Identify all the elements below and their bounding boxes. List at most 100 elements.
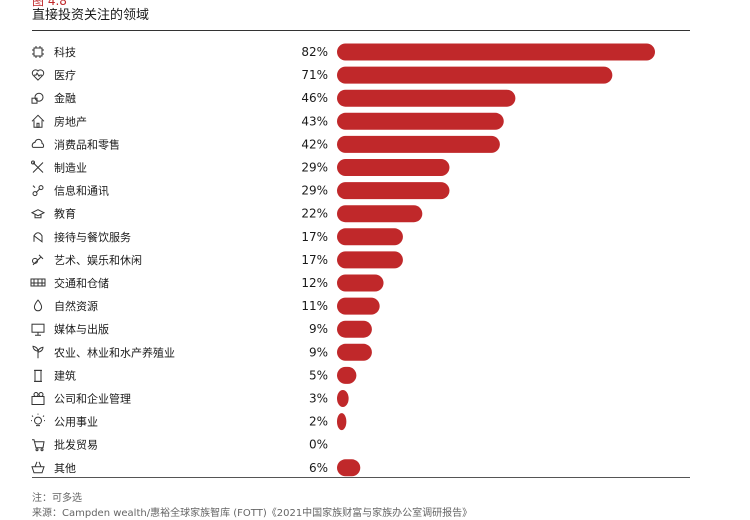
value-label: 9% — [309, 322, 328, 336]
bar — [337, 135, 500, 153]
category-label: 教育 — [54, 207, 76, 221]
bar-row: 教育 22% — [30, 205, 423, 223]
bar-row: 金融 46% — [31, 89, 516, 107]
bar — [337, 413, 347, 431]
building-column-icon — [34, 369, 42, 382]
category-label: 其他 — [54, 462, 76, 475]
cart-icon — [32, 439, 45, 452]
bar-chart: 科技 82%医疗 71%金融 46%房地产 43%消费品和零售 42%制造业 29%信息和通… — [30, 43, 655, 477]
value-label: 3% — [309, 392, 328, 406]
cloud-shopping-icon — [31, 138, 45, 148]
value-label: 9% — [309, 345, 328, 359]
bar-row: 房地产 43% — [31, 112, 504, 130]
bar — [337, 274, 384, 292]
category-label: 医疗 — [54, 68, 76, 82]
bar-row: 医疗 71% — [31, 66, 613, 84]
bar — [337, 343, 372, 361]
chart-source: 来源：Campden wealth/惠裕全球家族智库 (FOTT)《2021中国… — [32, 508, 473, 519]
tools-icon — [31, 160, 44, 173]
category-label: 消费品和零售 — [54, 137, 120, 151]
house-icon — [31, 114, 45, 128]
truck-icon — [30, 278, 46, 287]
figure-label: 图 4.8 — [32, 0, 67, 8]
bar-row: 其他 6% — [31, 459, 361, 477]
category-label: 自然资源 — [54, 299, 98, 313]
chart-note: 注：可多选 — [32, 493, 82, 504]
value-label: 0% — [309, 438, 328, 452]
bar-row: 自然资源 11% — [33, 297, 380, 315]
bar-row: 公司和企业管理 3% — [31, 390, 349, 407]
bar — [337, 251, 403, 269]
basket-icon — [31, 461, 45, 474]
bar-row: 媒体与出版 9% — [31, 320, 372, 338]
chip-icon — [32, 46, 44, 58]
top-divider — [32, 30, 690, 31]
bar-row: 接待与餐饮服务 17% — [33, 228, 403, 246]
water-drop-icon — [33, 299, 43, 312]
value-label: 46% — [301, 91, 328, 105]
lightbulb-icon — [31, 413, 45, 427]
value-label: 12% — [301, 276, 328, 290]
value-label: 5% — [309, 368, 328, 382]
bar — [337, 43, 655, 61]
category-label: 媒体与出版 — [54, 322, 109, 336]
bar — [337, 66, 613, 84]
category-label: 制造业 — [54, 161, 87, 175]
plant-icon — [32, 345, 44, 359]
bar — [337, 112, 504, 130]
monitor-icon — [31, 323, 45, 336]
bar-row: 科技 82% — [32, 43, 655, 61]
value-label: 11% — [301, 299, 328, 313]
bar — [337, 205, 423, 223]
category-label: 接待与餐饮服务 — [54, 230, 131, 244]
hand-icon — [33, 232, 43, 243]
value-label: 43% — [301, 114, 328, 128]
bar — [337, 366, 357, 384]
coins-icon — [31, 92, 44, 104]
bar — [337, 459, 361, 477]
value-label: 42% — [301, 137, 328, 151]
bottom-divider — [32, 477, 690, 478]
category-label: 公用事业 — [54, 416, 98, 429]
category-label: 公司和企业管理 — [54, 392, 131, 406]
bar — [337, 89, 516, 107]
bar-row: 公用事业 2% — [31, 413, 347, 431]
bar — [337, 390, 349, 407]
bar-row: 消费品和零售 42% — [31, 135, 500, 153]
paint-brush-icon — [32, 254, 44, 266]
category-label: 建筑 — [54, 368, 76, 382]
bar-row: 艺术、娱乐和休闲 17% — [32, 251, 403, 269]
category-label: 批发贸易 — [54, 438, 98, 452]
bar-row: 建筑 5% — [34, 366, 357, 384]
value-label: 29% — [301, 161, 328, 175]
bar — [337, 297, 380, 315]
bar-row: 制造业 29% — [31, 159, 450, 176]
bar — [337, 228, 403, 246]
office-people-icon — [31, 392, 45, 405]
value-label: 6% — [309, 461, 328, 475]
category-label: 交通和仓储 — [54, 276, 109, 290]
network-icon — [32, 185, 44, 197]
bar — [337, 182, 450, 200]
value-label: 17% — [301, 230, 328, 244]
category-label: 信息和通讯 — [54, 184, 109, 198]
bar-row: 批发贸易 0% — [32, 438, 328, 452]
category-label: 艺术、娱乐和休闲 — [54, 253, 142, 267]
value-label: 2% — [309, 415, 328, 429]
category-label: 科技 — [54, 45, 76, 59]
value-label: 22% — [301, 207, 328, 221]
bar-row: 农业、林业和水产养殖业 9% — [32, 343, 372, 361]
value-label: 29% — [301, 184, 328, 198]
bar — [337, 159, 450, 176]
value-label: 17% — [301, 253, 328, 267]
category-label: 农业、林业和水产养殖业 — [54, 345, 175, 359]
category-label: 金融 — [54, 91, 76, 105]
bar-row: 信息和通讯 29% — [32, 182, 450, 200]
value-label: 71% — [301, 68, 328, 82]
value-label: 82% — [301, 45, 328, 59]
category-label: 房地产 — [54, 114, 87, 128]
bar — [337, 320, 372, 338]
bar-row: 交通和仓储 12% — [30, 274, 384, 292]
chart-title: 直接投资关注的领域 — [32, 8, 150, 23]
heart-pulse-icon — [31, 69, 45, 81]
